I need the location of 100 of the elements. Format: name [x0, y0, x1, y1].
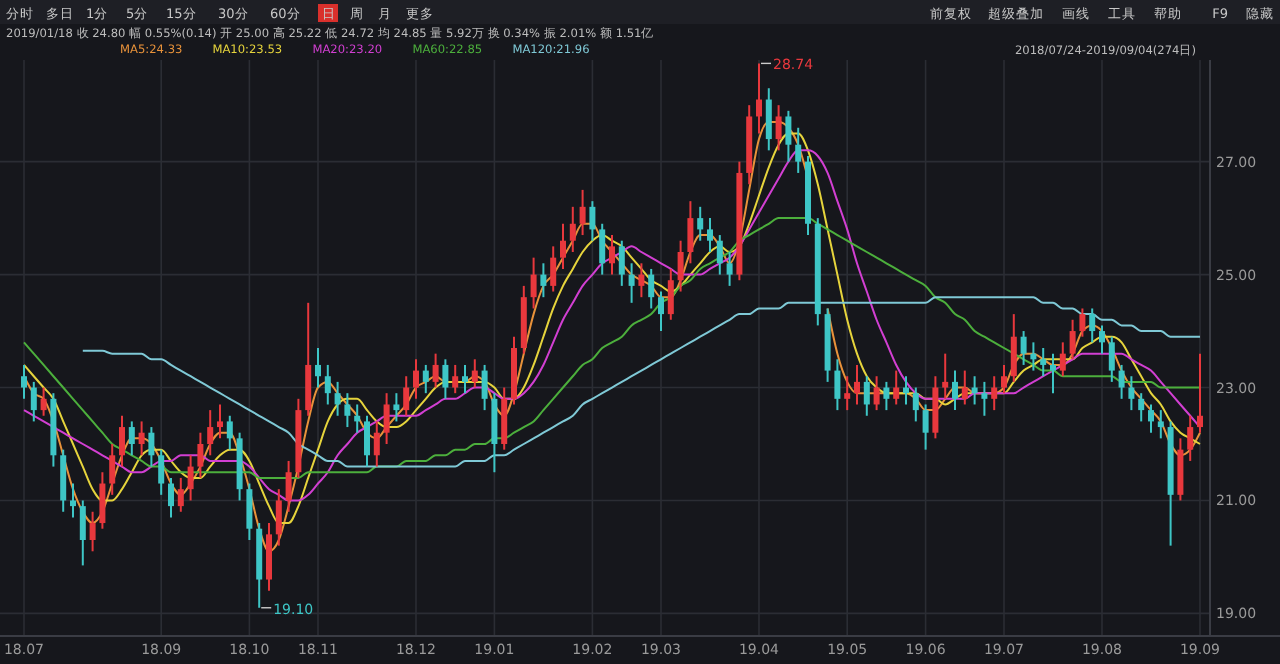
candlestick: [344, 392, 351, 429]
candlestick: [785, 109, 792, 163]
candlestick: [844, 375, 851, 412]
candlestick: [628, 262, 635, 304]
candlestick: [1157, 409, 1164, 440]
candlestick: [168, 476, 174, 519]
candlestick: [79, 499, 86, 567]
candlestick: [413, 358, 419, 400]
candlestick: [226, 414, 233, 451]
candlestick: [550, 245, 557, 293]
candlestick: [1099, 324, 1105, 355]
candlestick: [501, 386, 508, 451]
candlestick: [1040, 347, 1047, 378]
candlestick: [158, 448, 165, 496]
candlestick: [432, 352, 439, 389]
candlestick: [707, 217, 713, 253]
candlestick: [119, 414, 125, 468]
candlestick: [1197, 352, 1203, 434]
candlestick: [187, 454, 194, 502]
candlestick: [1148, 403, 1154, 434]
candlestick: [854, 363, 860, 406]
candlestick: [589, 200, 596, 242]
candlestick: [952, 369, 958, 412]
candlestick: [1010, 313, 1017, 383]
candlestick: [1050, 352, 1056, 395]
candlestick: [1187, 414, 1194, 462]
candlestick: [197, 431, 204, 479]
candlestick: [1118, 363, 1125, 400]
candlestick: [775, 104, 782, 152]
candlestick: [324, 363, 331, 406]
candlestick: [697, 205, 704, 242]
candlestick: [393, 392, 400, 423]
candlestick: [442, 358, 449, 400]
candlestick: [1020, 330, 1027, 366]
candlestick: [756, 62, 762, 135]
candlestick: [109, 443, 116, 496]
candlestick: [1177, 437, 1184, 502]
candlestick: [912, 386, 919, 423]
candlestick: [364, 414, 370, 468]
candlestick: [873, 375, 880, 412]
candlestick: [422, 363, 429, 395]
candlestick: [981, 380, 988, 417]
candlestick: [21, 363, 27, 400]
candlestick: [1001, 363, 1007, 395]
candlestick: [30, 380, 37, 423]
candlestick: [305, 301, 312, 417]
candlestick: [40, 386, 47, 417]
candlestick: [148, 426, 155, 468]
candlestick: [128, 420, 135, 457]
candlestick: [1128, 375, 1135, 412]
candlestick: [373, 420, 380, 468]
candlestick: [795, 126, 802, 174]
candlestick: [834, 358, 841, 412]
candlestick: [383, 392, 390, 445]
candlestick: [667, 267, 674, 321]
candlestick: [658, 290, 664, 333]
candlestick: [70, 482, 76, 519]
candlestick: [609, 234, 615, 276]
candlestick: [1069, 318, 1076, 361]
candlestick: [471, 358, 478, 389]
candlestick: [677, 239, 684, 293]
candlestick: [285, 459, 292, 513]
line-series: [81, 296, 1201, 468]
candlestick: [1059, 341, 1066, 378]
candlestick: [138, 420, 145, 457]
candlestick: [638, 262, 645, 299]
candlestick: [403, 375, 410, 417]
candlestick: [961, 369, 968, 406]
candlestick: [893, 369, 900, 406]
candlestick: [481, 363, 488, 412]
candlestick: [932, 375, 939, 440]
candlestick: [1089, 307, 1096, 344]
candlestick: [991, 375, 998, 412]
candlestick: [765, 87, 772, 152]
candlestick: [560, 222, 566, 270]
candlestick: [217, 403, 223, 440]
candlestick: [618, 239, 625, 287]
candlestick: [863, 375, 870, 417]
candlestick: [275, 488, 282, 547]
candlestick: [648, 267, 655, 310]
candlestick: [491, 392, 498, 474]
candlestick: [726, 251, 733, 287]
candlestick: [89, 510, 96, 553]
candlestick: [687, 200, 694, 265]
candlestick: [462, 363, 468, 395]
candlestick: [883, 380, 890, 412]
candlestick: [942, 352, 949, 400]
candlestick: [99, 471, 106, 530]
candlestick: [922, 403, 929, 451]
candlestick: [540, 262, 547, 299]
candlestick: [177, 476, 184, 513]
candlestick: [60, 448, 67, 513]
candlestick: [1108, 335, 1115, 383]
candlestick: [569, 205, 576, 253]
candlestick: [334, 380, 341, 417]
candlestick: [207, 409, 214, 457]
candlestick: [530, 256, 537, 310]
candlestick: [579, 188, 586, 237]
candlestick: [1079, 307, 1086, 338]
candlestick: [246, 482, 253, 541]
